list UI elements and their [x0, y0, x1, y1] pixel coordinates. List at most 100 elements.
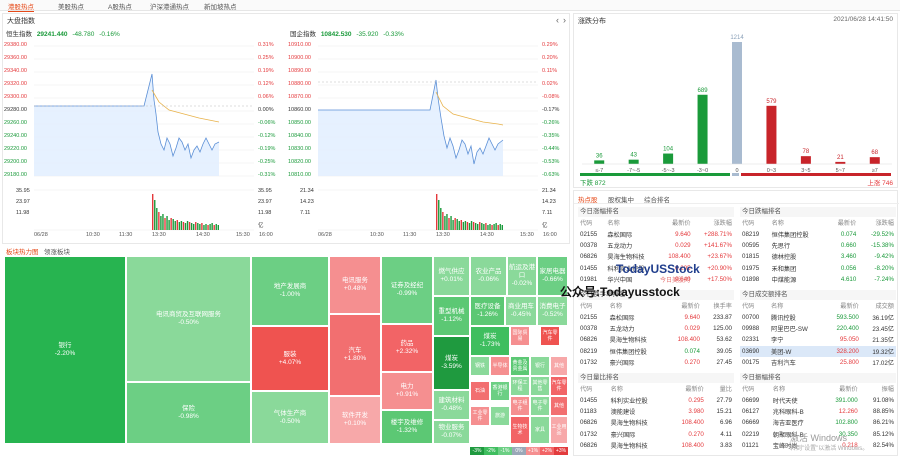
stock-name[interactable]: 昊海生物科技 — [610, 420, 648, 428]
stock-name[interactable]: 恒伟集团控股 — [771, 231, 809, 239]
table-row[interactable]: 01815 德林控股 3.460 -9.42% — [740, 251, 896, 262]
table-row[interactable]: 00378 五龙动力 0.029 +141.67% — [578, 240, 734, 251]
sector-tile-small[interactable]: 汽车零件 — [550, 376, 568, 396]
stock-name[interactable]: 朝聚眼科-B — [772, 431, 804, 439]
sector-tile[interactable]: 燃气供应 +0.01% — [433, 256, 470, 296]
sector-tile-small[interactable]: 工业用品 — [550, 416, 568, 444]
tab-us-hot[interactable]: 美股热点 — [58, 4, 84, 11]
sector-tile[interactable]: 气体生产商 -0.50% — [251, 391, 329, 444]
sector-tile[interactable]: 医疗设备 -1.26% — [470, 296, 505, 326]
sector-tile[interactable]: 消费电子 -0.52% — [537, 296, 568, 326]
stock-name[interactable]: 恒伟集团控股 — [609, 348, 647, 356]
table-row[interactable]: 08219 恒伟集团控股 0.074 -29.52% — [740, 228, 896, 239]
stock-name[interactable]: 森松国际 — [607, 231, 633, 239]
sector-tile[interactable]: 家居电器 -0.66% — [537, 256, 568, 296]
table-row[interactable]: 06826 昊海生物科技 108.400 6.96 — [578, 417, 734, 428]
stock-name[interactable]: 德林控股 — [771, 254, 797, 262]
table-row[interactable]: 01732 豪兴国际 0.270 27.45 — [578, 357, 734, 368]
table-row[interactable]: 00378 五龙动力 0.029 125.00 — [578, 323, 734, 334]
stock-name[interactable]: 吉利汽车 — [771, 360, 796, 368]
sector-tile-small[interactable]: 石油 — [470, 381, 490, 401]
stock-name[interactable]: 阿里巴巴-SW — [771, 325, 808, 333]
table-row[interactable]: 06669 海吉亚医疗 102.800 86.21% — [740, 417, 896, 428]
table-row[interactable]: 06826 昊海生物科技 108.400 53.62 — [578, 334, 734, 345]
stock-name[interactable]: 宝峰时尚 — [772, 443, 798, 451]
sector-tile-small[interactable]: 黄金及贵金属 — [510, 356, 530, 376]
sector-tile[interactable]: 商业用车 -0.45% — [505, 296, 537, 326]
sector-tile-small[interactable]: 银行 — [530, 356, 550, 376]
sector-tile-small[interactable]: 半导体 — [490, 356, 510, 376]
table-row[interactable]: 06699 时代天使 391.000 91.08% — [740, 394, 896, 405]
sector-tile-small[interactable]: 家具 — [530, 416, 550, 444]
table-row[interactable]: 01183 澳能建设 3.980 15.21 — [578, 406, 734, 417]
sector-tile-small[interactable]: 环保工程 — [510, 376, 530, 396]
sector-tile-small[interactable]: 其他 — [550, 396, 568, 416]
stock-name[interactable]: 五龙动力 — [607, 242, 633, 250]
sector-tile-small[interactable]: 电子零件 — [530, 396, 550, 416]
tab-hot-stocks[interactable]: 热点股 — [578, 197, 598, 204]
tab-a-hot[interactable]: A股热点 — [108, 4, 132, 11]
sector-tile[interactable]: 电力 +0.91% — [381, 372, 433, 410]
sector-tile-small[interactable]: 香港银行 — [490, 381, 510, 401]
sector-tile[interactable]: 建筑材料 -0.48% — [433, 390, 470, 420]
sector-tile-small[interactable]: 旅游 — [490, 406, 510, 426]
sector-tile[interactable]: 煤炭 -3.59% — [433, 336, 470, 390]
stock-name[interactable]: 禾和集团 — [771, 265, 797, 273]
table-row[interactable]: 02155 森松国际 9.640 233.87 — [578, 311, 734, 322]
stock-name[interactable]: 五龙动力 — [609, 325, 635, 333]
sector-tile[interactable]: 地产发展商 -1.00% — [251, 256, 329, 326]
stock-name[interactable]: 昊海生物科技 — [607, 254, 645, 262]
table-row[interactable]: 01981 华兴中国 9.640 +17.50% — [578, 274, 734, 285]
table-row[interactable]: 02219 朝聚眼科-B 30.350 85.12% — [740, 429, 896, 440]
stock-name[interactable]: 豪兴国际 — [610, 431, 636, 439]
table-row[interactable]: 08219 恒伟集团控股 0.074 39.05 — [578, 346, 734, 357]
sector-tile-small[interactable]: 生物技术 — [510, 416, 530, 444]
sector-tile[interactable]: 汽车 +1.80% — [329, 314, 381, 396]
chevron-right-icon[interactable]: › — [563, 15, 566, 25]
chevron-left-icon[interactable]: ‹ — [556, 15, 559, 25]
tab-hk-hot[interactable]: 港股热点 — [8, 1, 34, 12]
tab-concentration[interactable]: 股权集中 — [608, 197, 634, 204]
stock-name[interactable]: 李宁 — [771, 337, 784, 345]
sector-tile-small[interactable]: 其他零售 — [530, 376, 550, 396]
sector-tile[interactable]: 重型机械 -1.12% — [433, 296, 470, 336]
sector-tile[interactable]: 电讯服务 +0.48% — [329, 256, 381, 314]
table-row[interactable]: 00700 腾讯控股 593.500 36.19亿 — [740, 311, 896, 322]
stock-name[interactable]: 华兴中国 — [607, 277, 633, 285]
stock-name[interactable]: 时代天使 — [772, 397, 798, 405]
sector-tile[interactable]: 软件开发 +0.10% — [329, 396, 381, 444]
sector-tile[interactable]: 电讯商贸及互联网服务 -0.50% — [126, 256, 251, 382]
sector-tile-small[interactable]: 电子组件 — [510, 396, 530, 416]
table-row[interactable]: 00595 先思行 0.660 -15.38% — [740, 240, 896, 251]
table-row[interactable]: 01732 豪兴国际 0.270 4.11 — [578, 429, 734, 440]
stock-name[interactable]: 兆科眼科-B — [772, 408, 804, 416]
table-row[interactable]: 02331 李宁 95.050 21.35亿 — [740, 334, 896, 345]
table-row[interactable]: 09988 阿里巴巴-SW 220.400 23.45亿 — [740, 323, 896, 334]
stock-name[interactable]: 澳能建设 — [610, 408, 636, 416]
sector-tile[interactable]: 证券及经纪 -0.99% — [381, 256, 433, 324]
sector-tile[interactable]: 银行 -2.20% — [4, 256, 126, 444]
tab-leading-sectors[interactable]: 领涨板块 — [44, 249, 70, 256]
stock-name[interactable]: 森松国际 — [609, 314, 635, 322]
stock-name[interactable]: 昊海生物科技 — [610, 443, 648, 451]
sector-tile[interactable]: 药品 +2.32% — [381, 324, 433, 372]
table-row[interactable]: 01121 宝峰时尚 0.218 82.54% — [740, 440, 896, 451]
stock-name[interactable]: 豪兴国际 — [609, 360, 635, 368]
sector-tile[interactable]: 煤炭 -1.73% — [470, 326, 510, 356]
sector-tile-small[interactable]: 钢铁 — [470, 356, 490, 376]
stock-name[interactable]: 海吉亚医疗 — [772, 420, 804, 428]
table-row[interactable]: 01898 中煤能源 4.610 -7.24% — [740, 274, 896, 285]
sector-tile[interactable]: 航运及港口 -0.02% — [507, 256, 537, 296]
sector-tile[interactable]: 保险 -0.98% — [126, 382, 251, 444]
sector-tile[interactable]: 服装 +4.07% — [251, 326, 329, 391]
stock-name[interactable]: 腾讯控股 — [771, 314, 796, 322]
sector-tile[interactable]: 物业服务 -0.07% — [433, 420, 470, 444]
sector-tile[interactable]: 楼宇及维修 -1.32% — [381, 410, 433, 444]
table-row[interactable]: 06127 兆科眼科-B 12.260 88.85% — [740, 406, 896, 417]
table-row[interactable]: 06826 昊海生物科技 108.400 3.83 — [578, 440, 734, 451]
table-row[interactable]: 00175 吉利汽车 25.800 17.02亿 — [740, 357, 896, 368]
stock-name[interactable]: 先思行 — [771, 242, 791, 250]
table-row[interactable]: 06826 昊海生物科技 108.400 +23.67% — [578, 251, 734, 262]
sector-tile-small[interactable]: 工业零件 — [470, 406, 490, 426]
stock-name[interactable]: 昊海生物科技 — [609, 337, 647, 345]
